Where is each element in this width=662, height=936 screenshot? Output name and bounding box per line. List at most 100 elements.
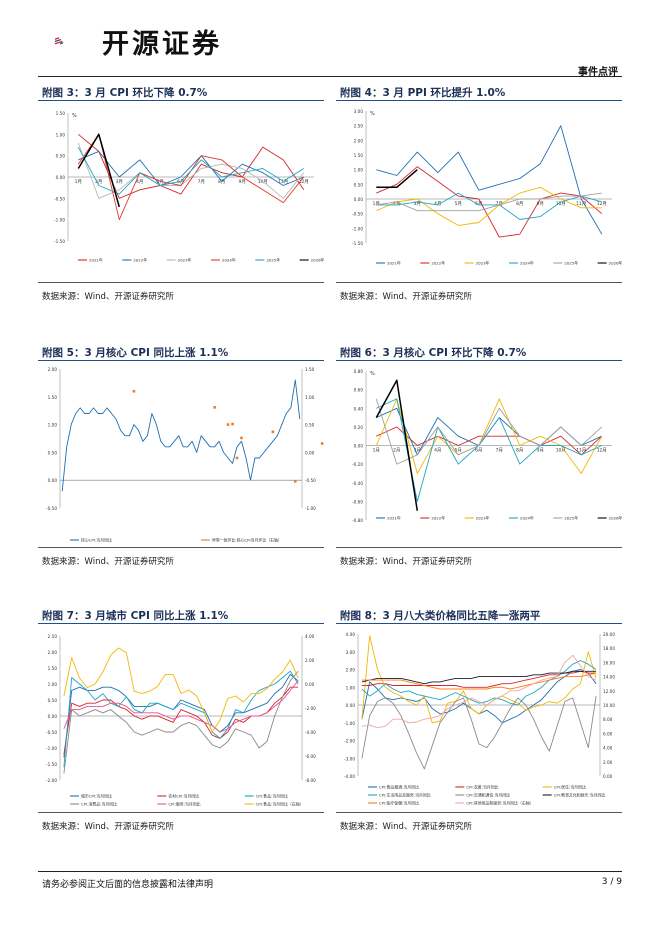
x-category-label: 2月 bbox=[393, 448, 400, 454]
series-line-4 bbox=[63, 670, 299, 774]
y-tick-label: 3.00 bbox=[354, 109, 364, 114]
figure-4-source: 数据来源：Wind、开源证券研究所 bbox=[340, 292, 472, 302]
series-line-2 bbox=[361, 670, 597, 688]
scatter-point bbox=[235, 456, 239, 460]
scatter-point bbox=[240, 436, 243, 440]
y-tick-label: 2.00 bbox=[346, 668, 356, 673]
x-category-label: 4月 bbox=[434, 201, 441, 207]
series-line-5 bbox=[63, 680, 299, 733]
report-type: 事件点评 bbox=[578, 67, 618, 78]
series-line-2 bbox=[78, 150, 304, 186]
series-line-6 bbox=[361, 670, 597, 685]
legend-label: 城市CPI:当月同比 bbox=[81, 794, 112, 799]
y-right-tick-label: 4.00 bbox=[603, 746, 613, 751]
figure-4-bottom-rule bbox=[336, 282, 622, 283]
series-line-7 bbox=[361, 672, 597, 690]
legend-label: 2025年 bbox=[564, 516, 578, 521]
figure-4-rule bbox=[336, 100, 622, 101]
y-tick-label: 2.00 bbox=[48, 650, 58, 655]
legend-label: CPI:医疗保健:当月同比 bbox=[379, 801, 419, 806]
y-tick-label: 1.50 bbox=[48, 666, 58, 671]
y-tick-label: 2.00 bbox=[354, 138, 364, 143]
y-tick-label: 0.00 bbox=[354, 197, 364, 202]
y-tick-label: 2.50 bbox=[48, 634, 58, 639]
y-tick-label: 0.50 bbox=[354, 182, 364, 187]
y-right-tick-label: 4.00 bbox=[305, 634, 315, 639]
y-tick-label: 3.00 bbox=[346, 650, 356, 655]
x-category-label: 11月 bbox=[278, 179, 288, 185]
series-line-2 bbox=[376, 166, 603, 238]
y-right-tick-label: 1.00 bbox=[305, 395, 315, 400]
figure-8-source: 数据来源：Wind、开源证券研究所 bbox=[340, 822, 472, 832]
legend-label: 2025年 bbox=[266, 258, 280, 263]
x-category-label: 12月 bbox=[299, 179, 309, 185]
y-right-tick-label: 16.00 bbox=[603, 660, 615, 665]
figure-5-source: 数据来源：Wind、开源证券研究所 bbox=[42, 557, 174, 567]
legend-label: 2023年 bbox=[178, 258, 192, 263]
x-category-label: 4月 bbox=[434, 448, 441, 454]
y-right-tick-label: -8.00 bbox=[305, 778, 316, 783]
scatter-point bbox=[213, 406, 216, 409]
legend-label: CPI:食品:当月同比（右轴） bbox=[256, 802, 304, 807]
legend-label: 2024年 bbox=[222, 258, 236, 263]
figure-8-chart: 4.00 3.00 2.00 1.00 0.00 -1.00 -2.00 -3.00 -4.00… bbox=[344, 632, 615, 806]
x-category-label: 11月 bbox=[576, 448, 586, 454]
y-tick-label: 1.00 bbox=[56, 132, 66, 137]
x-category-label: 8月 bbox=[516, 201, 523, 207]
footer-rule bbox=[38, 871, 622, 872]
series-line-6 bbox=[376, 169, 418, 189]
y-tick-label: 1.50 bbox=[48, 395, 58, 400]
y-tick-label: 1.50 bbox=[354, 153, 364, 158]
x-category-label: 6月 bbox=[475, 448, 482, 454]
y-tick-label: 0.50 bbox=[48, 450, 58, 455]
y-tick-label: -3.00 bbox=[344, 756, 355, 761]
x-category-label: 10月 bbox=[556, 448, 566, 454]
x-category-label: 10月 bbox=[258, 179, 268, 185]
x-category-label: 6月 bbox=[177, 179, 184, 185]
y-tick-label: -1.00 bbox=[46, 746, 57, 751]
legend-label: CPI:服务:当月同比 bbox=[168, 802, 200, 807]
legend-label: 2023年 bbox=[476, 516, 490, 521]
x-category-label: 3月 bbox=[414, 201, 421, 207]
y-tick-label: -2.00 bbox=[344, 739, 355, 744]
series-line-3 bbox=[63, 670, 299, 768]
y-tick-label: 1.50 bbox=[56, 111, 66, 116]
x-category-label: 8月 bbox=[218, 179, 225, 185]
legend-label: CPI:消费品:当月同比 bbox=[81, 802, 117, 807]
y-tick-label: -1.00 bbox=[352, 226, 363, 231]
y-right-tick-label: 1.50 bbox=[305, 367, 315, 372]
x-category-label: 5月 bbox=[455, 448, 462, 454]
legend-label: CPI:生活用品及服务:当月同比 bbox=[379, 793, 431, 798]
y-right-tick-label: -0.50 bbox=[305, 478, 316, 483]
series-line-2 bbox=[376, 426, 603, 456]
figure-5-rule bbox=[38, 360, 324, 361]
y-tick-label: 1.00 bbox=[48, 682, 58, 687]
figure-3-chart: 1.50 1.00 0.50 0.00 -0.50 -1.00 -1.50% 1月 2月 3月 4月… bbox=[54, 111, 324, 263]
y-tick-label: 1.00 bbox=[346, 685, 356, 690]
figure-6-bottom-rule bbox=[336, 547, 622, 548]
figure-7-bottom-rule bbox=[38, 812, 324, 813]
y-tick-label: 0.00 bbox=[48, 478, 58, 483]
x-category-label: 12月 bbox=[597, 448, 607, 454]
scatter-point bbox=[293, 480, 297, 483]
series-line-4 bbox=[376, 398, 602, 502]
series-line-6 bbox=[375, 379, 419, 511]
figure-6-rule bbox=[336, 360, 622, 361]
series-line-1 bbox=[376, 125, 603, 235]
y-right-tick-label: -2.00 bbox=[305, 706, 316, 711]
x-category-label: 7月 bbox=[496, 201, 503, 207]
scatter-point bbox=[132, 389, 136, 393]
y-tick-label: -2.00 bbox=[46, 778, 57, 783]
x-category-label: 2月 bbox=[95, 179, 102, 185]
y-tick-label: -0.80 bbox=[352, 518, 363, 523]
y-right-tick-label: 14.00 bbox=[603, 675, 615, 680]
y-tick-label: 0.00 bbox=[48, 714, 58, 719]
y-axis-unit: % bbox=[370, 371, 375, 377]
legend-label: 2024年 bbox=[520, 261, 534, 266]
y-tick-label: 1.00 bbox=[48, 423, 58, 428]
y-right-tick-label: 0.00 bbox=[305, 450, 315, 455]
figure-8-rule bbox=[336, 623, 622, 624]
legend-label: CPI:食品烟酒:当月同比 bbox=[379, 785, 419, 790]
y-tick-label: 0.50 bbox=[48, 698, 58, 703]
figure-7-chart: 2.50 2.00 1.50 1.00 0.50 0.00 -0.50 -1.00 -1.50 -… bbox=[46, 634, 316, 807]
